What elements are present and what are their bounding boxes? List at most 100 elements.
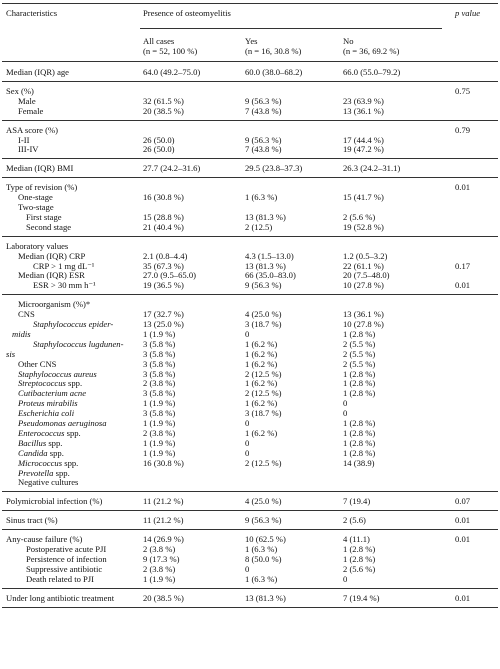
column-name: Yes xyxy=(245,36,258,46)
rule xyxy=(2,587,498,589)
row-label: midis xyxy=(12,328,31,339)
cell-value: 2 (5.5 %) xyxy=(343,338,376,349)
cell-value: 0 xyxy=(245,447,250,458)
row-label: Median (IQR) BMI xyxy=(6,163,74,174)
cell-value: 7 (19.4) xyxy=(343,496,371,507)
cell-value: 7 (43.8 %) xyxy=(245,144,282,155)
p-value: 0.01 xyxy=(455,534,471,545)
row-label: Female xyxy=(18,105,44,116)
row-label: ASA score (%) xyxy=(6,124,59,135)
rule xyxy=(2,294,498,296)
row-label: Sex (%) xyxy=(6,85,34,96)
cell-value: 13 (81.3 %) xyxy=(245,211,286,222)
cell-value: 4.3 (1.5–13.0) xyxy=(245,250,294,261)
cell-value: 2.1 (0.8–4.4) xyxy=(143,250,188,261)
cell-value: 26 (50.0) xyxy=(143,144,175,155)
header-p: p value xyxy=(455,8,481,18)
cell-value: 1 (6.2 %) xyxy=(245,338,278,349)
cell-value: 60.0 (38.0–68.2) xyxy=(245,67,303,77)
row-label: Other CNS xyxy=(18,358,57,369)
row-label: Enterococcus spp. xyxy=(18,427,81,438)
cell-value: 1 (6.2 %) xyxy=(245,358,278,369)
rule xyxy=(2,235,498,237)
cell-value: 1 (1.9 %) xyxy=(143,573,176,584)
cell-value: 1 (6.3 %) xyxy=(245,544,278,554)
cell-value: 66 (35.0–83.0) xyxy=(245,270,296,281)
row-label: First stage xyxy=(26,211,62,222)
cell-value: 20 (7.5–48.0) xyxy=(343,270,390,281)
row-label: Pseudomonas aeruginosa xyxy=(18,418,107,428)
p-value: 0.79 xyxy=(455,124,471,135)
row-label: Cutibacterium acne xyxy=(18,388,87,399)
cell-value: 1 (2.8 %) xyxy=(343,447,376,458)
rule xyxy=(2,80,498,82)
cell-value: 66.0 (55.0–79.2) xyxy=(343,67,401,77)
row-label: Death related to PJI xyxy=(26,573,95,584)
cell-value: 2 (5.6) xyxy=(343,515,366,526)
cell-value: 26 (50.0) xyxy=(143,134,175,145)
row-label: Staphylococcus aureus xyxy=(18,368,97,379)
row-label: Escherichia coli xyxy=(18,408,75,419)
cell-value: 9 (56.3 %) xyxy=(245,515,282,526)
header-group: Presence of osteomyelitis xyxy=(143,8,231,18)
row-label: Postoperative acute PJI xyxy=(26,544,107,554)
cell-value: 0 xyxy=(245,563,250,574)
cell-value: 10 (62.5 %) xyxy=(245,534,286,545)
row-label: Laboratory values xyxy=(6,240,69,251)
row-label: ESR > 30 mm h⁻¹ xyxy=(33,280,96,291)
p-value: 0.17 xyxy=(455,260,471,271)
row-label: Prevotella spp. xyxy=(18,467,70,478)
column-n: (n = 36, 69.2 %) xyxy=(343,46,400,56)
cell-value: 1 (6.2 %) xyxy=(245,348,278,359)
column-n: (n = 52, 100 %) xyxy=(143,46,198,56)
cell-value: 0 xyxy=(343,573,348,584)
cell-value: 1 (2.8 %) xyxy=(343,418,376,428)
cell-value: 1 (6.3 %) xyxy=(245,192,278,203)
cell-value: 1 (2.8 %) xyxy=(343,388,376,399)
cell-value: 0 xyxy=(245,418,250,428)
cell-value: 3 (5.8 %) xyxy=(143,368,176,379)
row-label: Microorganism (%)* xyxy=(18,299,91,310)
row-label: Streptococcus spp. xyxy=(18,378,83,389)
cell-value: 9 (17.3 %) xyxy=(143,553,180,564)
cell-value: 4 (25.0 %) xyxy=(245,309,282,320)
row-label: Suppressive antibiotic xyxy=(26,563,103,574)
cell-value: 20 (38.5 %) xyxy=(143,592,184,603)
row-label: Median (IQR) CRP xyxy=(18,250,86,261)
cell-value: 0 xyxy=(343,398,348,409)
row-label: Micrococcus spp. xyxy=(18,457,79,468)
row-label: I-II xyxy=(18,134,30,145)
row-label: CNS xyxy=(18,309,35,320)
cell-value: 19 (47.2 %) xyxy=(343,144,384,155)
cell-value: 1.2 (0.5–3.2) xyxy=(343,250,388,261)
row-label: Staphylococcus epider- xyxy=(33,319,114,329)
cell-value: 2 (3.8 %) xyxy=(143,378,176,389)
row-label: Polymicrobial infection (%) xyxy=(6,496,103,507)
cell-value: 64.0 (49.2–75.0) xyxy=(143,67,201,77)
cell-value: 29.5 (23.8–37.3) xyxy=(245,163,303,174)
cell-value: 2 (3.8 %) xyxy=(143,563,176,574)
cell-value: 19 (52.8 %) xyxy=(343,221,384,232)
cell-value: 11 (21.2 %) xyxy=(143,496,184,507)
cell-value: 1 (1.9 %) xyxy=(143,398,176,409)
cell-value: 17 (32.7 %) xyxy=(143,309,184,320)
rule xyxy=(2,177,498,179)
cell-value: 1 (6.2 %) xyxy=(245,427,278,438)
column-name: All cases xyxy=(143,36,175,46)
rule xyxy=(2,3,498,4)
row-label: Median (IQR) ESR xyxy=(18,270,85,281)
rule xyxy=(2,606,498,608)
cell-value: 1 (2.8 %) xyxy=(343,378,376,389)
cell-value: 15 (28.8 %) xyxy=(143,211,184,222)
cell-value: 9 (56.3 %) xyxy=(245,95,282,106)
row-label: Proteus mirabilis xyxy=(18,398,78,409)
p-value: 0.07 xyxy=(455,496,471,507)
cell-value: 3 (5.8 %) xyxy=(143,338,176,349)
cell-value: 17 (44.4 %) xyxy=(343,134,384,145)
cell-value: 1 (2.8 %) xyxy=(343,328,376,339)
column-name: No xyxy=(343,36,354,46)
row-label: Male xyxy=(18,95,36,106)
header-characteristics: Characteristics xyxy=(6,8,58,18)
cell-value: 13 (25.0 %) xyxy=(143,319,184,329)
cell-value: 15 (41.7 %) xyxy=(343,192,384,203)
